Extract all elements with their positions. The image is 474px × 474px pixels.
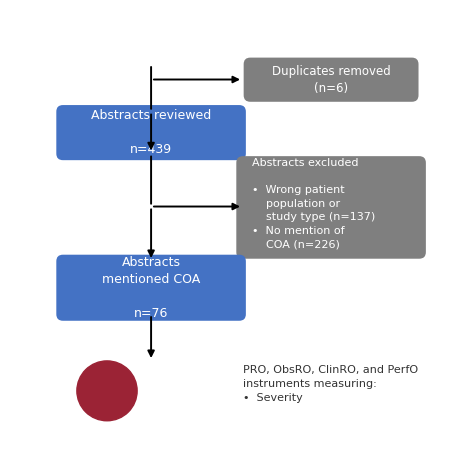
Text: Duplicates removed
(n=6): Duplicates removed (n=6): [272, 64, 391, 95]
FancyBboxPatch shape: [244, 58, 419, 102]
Circle shape: [77, 361, 137, 421]
Text: PRO, ObsRO, ClinRO, and PerfO
instruments measuring:
•  Severity: PRO, ObsRO, ClinRO, and PerfO instrument…: [243, 365, 418, 403]
FancyBboxPatch shape: [56, 255, 246, 321]
Text: Abstracts
mentioned COA

n=76: Abstracts mentioned COA n=76: [102, 256, 200, 320]
Text: Abstracts reviewed

n=439: Abstracts reviewed n=439: [91, 109, 211, 156]
Text: Abstracts excluded

•  Wrong patient
    population or
    study type (n=137)
• : Abstracts excluded • Wrong patient popul…: [252, 158, 375, 250]
FancyBboxPatch shape: [237, 156, 426, 259]
FancyBboxPatch shape: [56, 105, 246, 160]
